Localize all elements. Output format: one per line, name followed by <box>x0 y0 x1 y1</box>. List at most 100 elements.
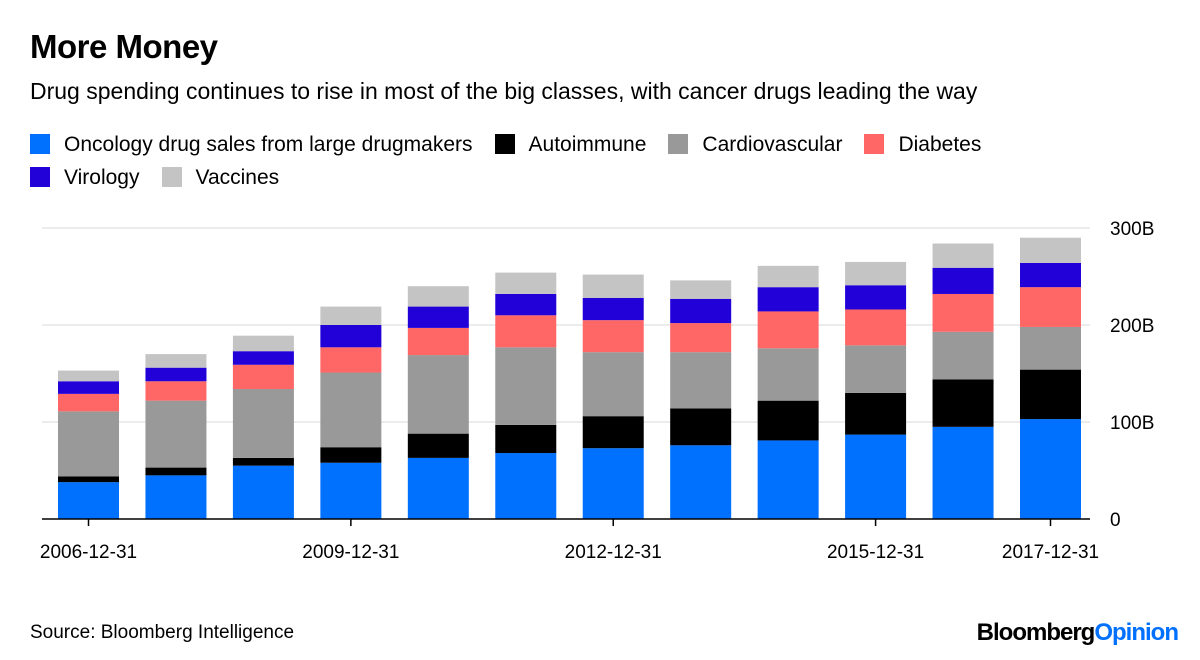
logo-part1: Bloomberg <box>976 619 1096 646</box>
bar-segment <box>407 355 469 434</box>
bar-segment <box>232 351 294 365</box>
bar-segment <box>145 381 207 401</box>
legend-label: Virology <box>64 166 140 189</box>
bar-segment <box>232 335 294 352</box>
bar-segment <box>932 331 994 380</box>
bar-segment <box>407 457 469 519</box>
bar-segment <box>1020 369 1081 420</box>
legend-label: Vaccines <box>195 166 280 189</box>
bar-segment <box>58 411 119 477</box>
legend-item: Oncology drug sales from large drugmaker… <box>30 128 473 161</box>
bar-segment <box>495 347 557 425</box>
bar-segment <box>582 274 644 298</box>
logo-part2: Opinion <box>1094 619 1179 646</box>
bar-segment <box>845 392 907 435</box>
bar-segment <box>757 400 819 441</box>
bar-segment <box>495 272 557 294</box>
bar-segment <box>407 327 469 356</box>
bar-segment <box>845 285 907 310</box>
bar-segment <box>757 265 819 288</box>
bar-segment <box>1020 262 1081 288</box>
bar-segment <box>932 426 994 519</box>
bar-segment <box>495 453 557 519</box>
bar-segment <box>145 400 207 468</box>
legend-label: Diabetes <box>898 133 982 156</box>
bar-segment <box>232 389 294 458</box>
bar-segment <box>1020 419 1081 519</box>
bar-segment <box>320 447 382 463</box>
bar-segment <box>58 476 119 483</box>
bar-segment <box>320 306 382 325</box>
bar-segment <box>320 347 382 373</box>
source-note: Source: Bloomberg Intelligence <box>30 622 295 643</box>
bar-segment <box>1020 287 1081 327</box>
legend-swatch <box>494 134 515 154</box>
x-tick-label: 2017-12-31 <box>1002 542 1099 563</box>
bar-segment <box>1020 326 1081 370</box>
y-tick-label: 0 <box>1110 510 1121 531</box>
legend-item: Virology <box>30 161 140 194</box>
bar-segment <box>582 416 644 449</box>
bar-segment <box>58 482 119 519</box>
bar-segment <box>670 280 732 299</box>
legend-item: Diabetes <box>864 128 981 161</box>
chart-title: More Money <box>30 28 218 65</box>
legend-item: Vaccines <box>161 161 280 194</box>
bar-segment <box>757 287 819 312</box>
bar-segment <box>670 408 732 446</box>
bar-segment <box>932 293 994 332</box>
y-tick-label: 300B <box>1110 219 1154 240</box>
chart-subtitle: Drug spending continues to rise in most … <box>30 78 978 104</box>
bar-segment <box>670 352 732 409</box>
bar-segment <box>407 286 469 307</box>
x-tick-label: 2015-12-31 <box>827 542 924 563</box>
y-tick-label: 200B <box>1110 316 1154 337</box>
legend-label: Cardiovascular <box>702 133 843 156</box>
x-tick-label: 2006-12-31 <box>40 542 137 563</box>
bar-segment <box>757 311 819 349</box>
legend-swatch <box>161 167 182 187</box>
bar-segment <box>232 465 294 519</box>
bar-segment <box>582 448 644 519</box>
bar-segment <box>670 445 732 519</box>
legend-swatch <box>864 134 885 154</box>
x-tick-label: 2012-12-31 <box>565 542 662 563</box>
bar-segment <box>495 424 557 454</box>
bar-segment <box>145 475 207 519</box>
bar-segment <box>757 440 819 519</box>
legend-swatch <box>30 134 50 154</box>
bar-segment <box>932 379 994 427</box>
bar-segment <box>58 370 119 382</box>
bar-segment <box>670 298 732 324</box>
bar-segment <box>495 315 557 348</box>
bar-segment <box>582 320 644 353</box>
bar-segment <box>495 293 557 316</box>
legend-item: Cardiovascular <box>668 128 842 161</box>
bar-segment <box>670 323 732 353</box>
bar-segment <box>145 354 207 368</box>
legend-label: Oncology drug sales from large drugmaker… <box>64 133 473 156</box>
bar-segment <box>232 457 294 466</box>
bar-segment <box>582 297 644 321</box>
bar-segment <box>407 306 469 328</box>
bar-segment <box>932 267 994 294</box>
bar-segment <box>320 325 382 348</box>
legend: Oncology drug sales from large drugmaker… <box>30 128 1130 194</box>
bar-segment <box>1020 237 1081 263</box>
bloomberg-opinion-logo: BloombergOpinion <box>976 619 1179 647</box>
bar-segment <box>407 433 469 458</box>
bar-segment <box>320 372 382 448</box>
legend-swatch <box>668 134 689 154</box>
bar-segment <box>757 348 819 401</box>
legend-item: Autoimmune <box>494 128 647 161</box>
bar-segment <box>845 309 907 346</box>
bar-segment <box>320 462 382 519</box>
y-tick-label: 100B <box>1110 413 1154 434</box>
x-tick-label: 2009-12-31 <box>302 542 399 563</box>
bar-segment <box>845 261 907 286</box>
bar-segment <box>845 345 907 393</box>
legend-label: Autoimmune <box>528 133 647 156</box>
bar-segment <box>932 243 994 268</box>
legend-swatch <box>30 167 50 187</box>
bar-segment <box>145 467 207 476</box>
